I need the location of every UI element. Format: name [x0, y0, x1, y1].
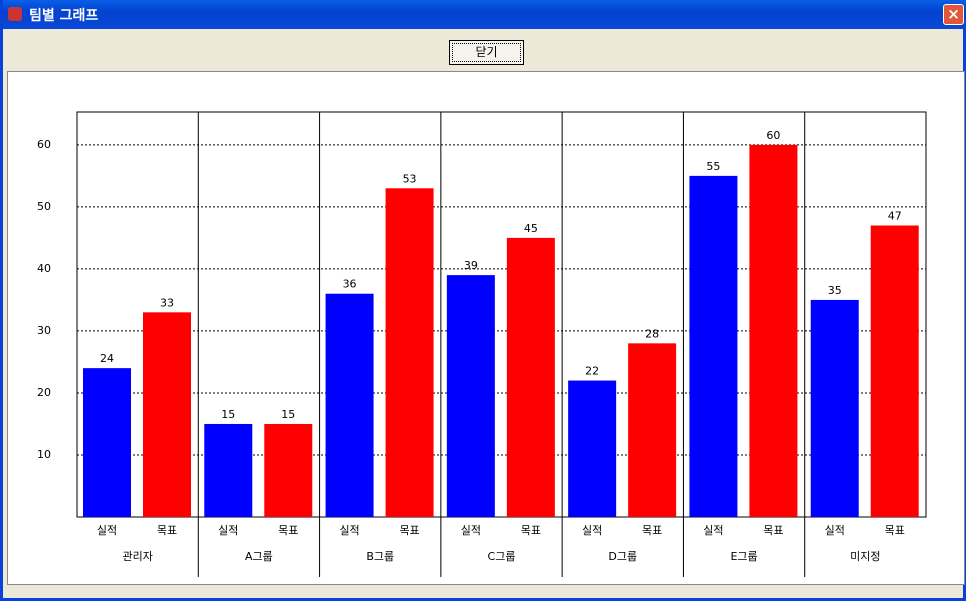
value-label: 60 [766, 129, 780, 142]
x-tick-label: E그룹 [730, 550, 757, 563]
bar [204, 423, 253, 517]
series-label: 목표 [521, 524, 541, 537]
series-label: 실적 [703, 524, 723, 537]
value-label: 24 [100, 352, 114, 365]
bar [143, 312, 191, 517]
value-label: 15 [221, 408, 235, 421]
y-tick-label: 30 [37, 324, 51, 337]
y-tick-label: 50 [37, 200, 51, 213]
bar [749, 144, 798, 517]
value-label: 36 [343, 278, 357, 291]
y-tick-label: 20 [37, 386, 51, 399]
bar [385, 188, 434, 517]
bar [568, 380, 617, 517]
bar [83, 368, 131, 517]
x-tick-label: C그룹 [488, 550, 516, 563]
bar [628, 343, 677, 517]
value-label: 39 [464, 259, 478, 272]
x-tick-label: A그룹 [245, 550, 273, 563]
bar [264, 423, 313, 517]
y-tick-label: 10 [37, 448, 51, 461]
chart: 10 20 30 40 50 60 관리자 24 실적 33 목표 A그룹 15 실적 15 목표 B그룹 36 실… [37, 111, 927, 577]
series-label: 실적 [582, 524, 602, 537]
series-label: 실적 [339, 524, 359, 537]
y-tick-label: 40 [37, 262, 51, 275]
series-label: 목표 [278, 524, 298, 537]
bar [689, 175, 738, 517]
value-label: 45 [524, 222, 538, 235]
series-label: 목표 [642, 524, 662, 537]
plot-frame [76, 111, 927, 518]
series-label: 실적 [218, 524, 238, 537]
value-label: 47 [888, 209, 902, 222]
bar [810, 299, 859, 517]
bar [506, 237, 555, 518]
series-label: 목표 [763, 524, 783, 537]
value-label: 22 [585, 365, 599, 378]
close-dialog-button[interactable]: 닫기 [449, 40, 524, 65]
series-label: 목표 [399, 524, 419, 537]
x-tick-label: D그룹 [608, 550, 637, 563]
value-label: 28 [645, 327, 659, 340]
x-tick-label: 미지정 [850, 550, 880, 563]
value-label: 55 [706, 160, 720, 173]
value-label: 53 [403, 172, 417, 185]
series-label: 실적 [461, 524, 481, 537]
series-label: 실적 [825, 524, 845, 537]
x-tick-label: B그룹 [366, 550, 394, 563]
app-icon [8, 7, 22, 21]
bar [870, 225, 919, 517]
close-button[interactable]: × [943, 4, 964, 25]
series-label: 실적 [97, 524, 117, 537]
bar [446, 275, 495, 517]
value-label: 35 [828, 284, 842, 297]
series-label: 목표 [157, 524, 177, 537]
value-label: 15 [281, 408, 295, 421]
value-label: 33 [160, 296, 174, 309]
x-tick-label: 관리자 [122, 550, 152, 563]
y-tick-label: 60 [37, 138, 51, 151]
title-bar: 팀별 그래프 × [3, 0, 966, 29]
bar [325, 293, 374, 517]
window-title: 팀별 그래프 [29, 8, 99, 24]
series-label: 목표 [885, 524, 905, 537]
